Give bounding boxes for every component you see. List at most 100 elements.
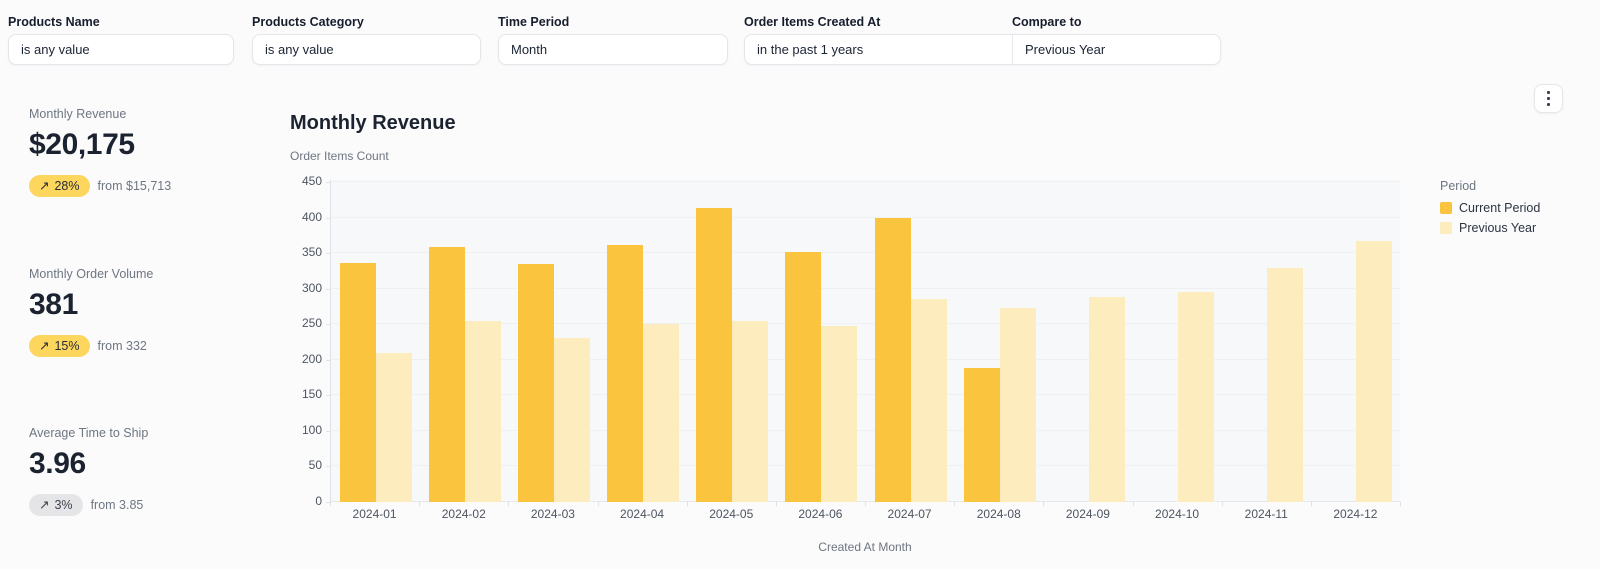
y-tick-label: 150	[301, 387, 322, 402]
axis-tick	[326, 182, 330, 183]
x-tick-label: 2024-10	[1155, 507, 1200, 521]
axis-tick	[954, 502, 956, 506]
bar-chart-plot-area	[330, 180, 1400, 502]
x-tick-label: 2024-11	[1244, 507, 1288, 521]
filter-value: is any value	[265, 42, 334, 57]
x-tick-label: 2024-07	[887, 507, 932, 521]
filter-label-time-period: Time Period	[498, 15, 570, 29]
legend-item-label: Current Period	[1459, 201, 1541, 215]
bar-current-period	[785, 252, 822, 502]
legend-item-label: Previous Year	[1459, 221, 1537, 235]
legend-item-current-period[interactable]: Current Period	[1440, 201, 1540, 215]
gridline	[331, 252, 1400, 254]
axis-tick	[326, 502, 330, 503]
axis-tick	[775, 502, 777, 506]
x-tick-label: 2024-01	[352, 507, 397, 521]
x-tick-label: 2024-05	[709, 507, 754, 521]
delta-badge: ↗ 28%	[29, 175, 90, 197]
y-tick-label: 50	[308, 458, 322, 473]
axis-tick	[1221, 502, 1223, 506]
chart-options-button[interactable]	[1534, 84, 1563, 113]
bar-previous-year	[821, 326, 858, 502]
kpi-label: Monthly Revenue	[29, 107, 127, 121]
filter-compare-to[interactable]: Previous Year	[1013, 35, 1220, 64]
bar-current-period	[963, 368, 1000, 502]
axis-tick	[326, 324, 330, 326]
kpi-from: from 3.85	[90, 498, 144, 512]
bar-current-period	[874, 217, 911, 502]
y-tick-label: 300	[301, 280, 322, 295]
kpi-delta: ↗ 15% from 332	[29, 335, 269, 357]
bar-previous-year	[910, 298, 947, 502]
filter-order-items-created-at[interactable]: in the past 1 years	[745, 35, 1012, 64]
legend-item-previous-year[interactable]: Previous Year	[1440, 221, 1540, 235]
gridline	[331, 465, 1400, 467]
x-tick-label: 2024-12	[1333, 507, 1378, 521]
axis-tick	[597, 502, 599, 506]
x-tick-label: 2024-03	[530, 507, 575, 521]
gridline	[331, 501, 1400, 502]
filter-value: Previous Year	[1025, 42, 1106, 57]
axis-tick	[326, 217, 330, 219]
y-tick-label: 100	[301, 422, 322, 437]
gridline	[331, 287, 1400, 289]
axis-tick	[326, 288, 330, 290]
axis-tick	[330, 502, 331, 506]
delta-badge: ↗ 3%	[29, 494, 83, 516]
filter-value: is any value	[21, 42, 90, 57]
filter-value: Month	[511, 42, 548, 57]
axis-tick	[508, 502, 510, 506]
kpi-label: Monthly Order Volume	[29, 267, 154, 281]
kebab-vertical-icon	[1547, 97, 1550, 100]
chart-x-axis-title: Created At Month	[818, 540, 912, 554]
filter-products-name[interactable]: is any value	[8, 34, 234, 65]
bar-current-period	[696, 207, 733, 502]
gridline	[331, 429, 1400, 431]
trend-up-icon: ↗	[39, 498, 50, 512]
bar-previous-year	[1178, 291, 1215, 502]
kpi-value: $20,175	[29, 128, 135, 161]
bar-current-period	[428, 247, 465, 502]
trend-up-icon: ↗	[39, 339, 50, 353]
filter-label-products-category: Products Category	[252, 15, 364, 29]
kpi-from: from $15,713	[97, 179, 172, 193]
bar-current-period	[517, 263, 554, 502]
delta-percent: 3%	[54, 497, 73, 512]
bar-previous-year	[1267, 268, 1304, 502]
filter-products-category[interactable]: is any value	[252, 34, 481, 65]
filter-label-compare-to: Compare to	[1012, 15, 1082, 29]
kpi-delta: ↗ 3% from 3.85	[29, 494, 269, 516]
kpi-value: 3.96	[29, 447, 86, 480]
filter-divider	[1012, 35, 1013, 64]
x-tick-label: 2024-08	[976, 507, 1021, 521]
bar-previous-year	[1356, 241, 1393, 502]
filter-label-order-items-created-at: Order Items Created At	[744, 15, 881, 29]
gridline	[331, 216, 1400, 218]
kpi-from: from 332	[97, 339, 147, 353]
x-tick-label: 2024-02	[441, 507, 486, 521]
axis-tick	[326, 430, 330, 432]
chart-y-axis-title: Order Items Count	[290, 149, 389, 163]
trend-up-icon: ↗	[39, 179, 50, 193]
filter-time-period[interactable]: Month	[498, 34, 728, 65]
axis-tick	[1043, 502, 1045, 506]
y-tick-label: 200	[301, 351, 322, 366]
bar-current-period	[339, 263, 376, 502]
kebab-vertical-icon	[1547, 103, 1550, 106]
chart-legend: Period Current Period Previous Year	[1440, 179, 1540, 241]
axis-tick	[419, 502, 421, 506]
filter-date-compare-group: in the past 1 years Previous Year	[744, 34, 1221, 65]
delta-percent: 28%	[54, 178, 80, 193]
axis-tick	[326, 395, 330, 397]
axis-tick	[1400, 502, 1401, 506]
delta-percent: 15%	[54, 338, 80, 353]
bar-previous-year	[999, 307, 1036, 502]
legend-title: Period	[1440, 179, 1477, 193]
gridline	[331, 181, 1400, 182]
bar-current-period	[607, 245, 644, 502]
bar-previous-year	[464, 321, 501, 502]
gridline	[331, 358, 1400, 360]
kpi-monthly-revenue: Monthly Revenue $20,175 ↗ 28% from $15,71…	[29, 107, 269, 197]
filter-label-products-name: Products Name	[8, 15, 100, 29]
